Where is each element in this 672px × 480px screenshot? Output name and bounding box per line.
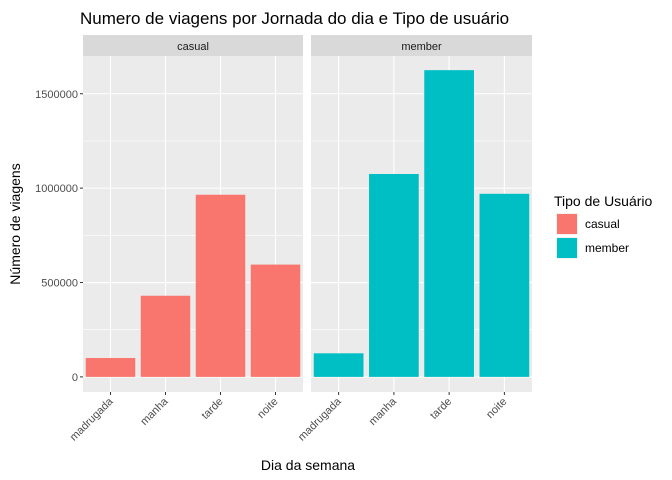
bar-member-tarde xyxy=(424,70,474,377)
facet-strip xyxy=(83,35,303,56)
bar-member-manha xyxy=(369,173,419,377)
y-axis-title: Número de viagens xyxy=(7,163,23,284)
x-tick-label: tarde xyxy=(199,396,225,422)
facet-strip-label: casual xyxy=(177,41,209,53)
facet-panel-member: member madrugada manha tarde noite xyxy=(296,35,532,443)
facet-panels: casual madrugada manha tarde noite member madr… xyxy=(68,35,532,443)
bar-member-noite xyxy=(479,193,530,377)
chart-title: Numero de viagens por Jornada do dia e T… xyxy=(80,9,509,28)
legend-title: Tipo de Usuário xyxy=(554,193,653,209)
y-tick-label: 0 xyxy=(72,372,78,384)
x-axis-title: Dia da semana xyxy=(261,457,355,473)
legend-swatch-casual xyxy=(557,214,577,234)
bar-casual-madrugada xyxy=(85,358,136,377)
x-tick-label: manha xyxy=(138,395,171,428)
facet-strip-label: member xyxy=(401,41,442,53)
bar-casual-manha xyxy=(140,295,191,377)
x-tick-label: manha xyxy=(367,395,400,428)
y-tick-label: 1000000 xyxy=(35,183,78,195)
bar-casual-tarde xyxy=(195,194,246,377)
legend: Tipo de Usuário casual member xyxy=(554,193,653,259)
bar-casual-noite xyxy=(250,264,301,377)
x-tick-label: madrugada xyxy=(68,395,116,443)
bar-member-madrugada xyxy=(313,353,364,377)
x-tick-label: noite xyxy=(255,396,280,421)
legend-label-member: member xyxy=(585,241,629,255)
legend-swatch-member xyxy=(557,238,577,258)
facet-panel-casual: casual madrugada manha tarde noite xyxy=(68,35,303,443)
x-tick-label: tarde xyxy=(428,396,454,422)
y-axis: 0 500000 1000000 1500000 xyxy=(35,89,83,384)
legend-items: casual member xyxy=(556,213,629,259)
facet-strip xyxy=(311,35,532,56)
y-tick-label: 500000 xyxy=(41,278,78,290)
legend-label-casual: casual xyxy=(585,217,620,231)
y-tick-label: 1500000 xyxy=(35,89,78,101)
x-tick-label: madrugada xyxy=(296,395,344,443)
x-tick-label: noite xyxy=(484,396,509,421)
